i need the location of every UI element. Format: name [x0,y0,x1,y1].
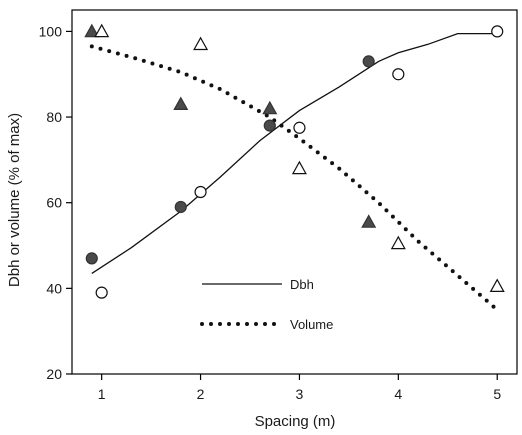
legend-label-dbh: Dbh [290,277,314,292]
series-lines [89,32,500,312]
y-tick-label: 40 [46,280,62,296]
data-point-filled-triangle [361,214,377,228]
data-point-filled-triangle [262,100,278,115]
data-point-open-circle [194,185,207,199]
data-point-open-triangle [193,36,209,51]
data-point-open-triangle [291,160,307,175]
y-tick-label: 60 [46,195,62,211]
legend-label-volume: Volume [290,317,333,332]
data-point-open-triangle [390,235,406,250]
data-point-filled-circle [85,252,98,265]
axes: 1 2 3 4 5 20 40 60 80 100 [39,9,518,402]
data-point-open-triangle [489,278,505,292]
data-point-open-circle [293,121,306,134]
data-point-open-circle [392,68,405,81]
y-axis-label: Dbh or volume (% of max) [6,113,23,287]
data-point-open-triangle [94,23,110,38]
data-point-filled-circle [174,200,187,214]
x-tick-label: 1 [98,386,106,402]
x-tick-label: 2 [197,386,205,402]
series-line-dbh [91,32,498,274]
y-tick-label: 20 [46,366,62,382]
data-point-open-circle [95,286,108,299]
series-line-volume [89,44,500,312]
data-point-filled-circle [362,55,375,68]
data-point-filled-circle [263,119,276,132]
data-points [84,23,505,299]
x-axis-label: Spacing (m) [255,413,336,430]
x-tick-label: 3 [296,386,304,402]
data-point-filled-triangle [173,96,189,111]
x-tick-label: 4 [394,386,402,402]
plot-frame [71,9,518,375]
legend: Dbh Volume [200,277,333,332]
y-tick-label: 100 [39,23,63,39]
data-point-filled-triangle [84,23,100,38]
x-tick-label: 5 [493,386,501,402]
data-point-open-circle [491,25,504,38]
y-tick-label: 80 [46,109,62,125]
